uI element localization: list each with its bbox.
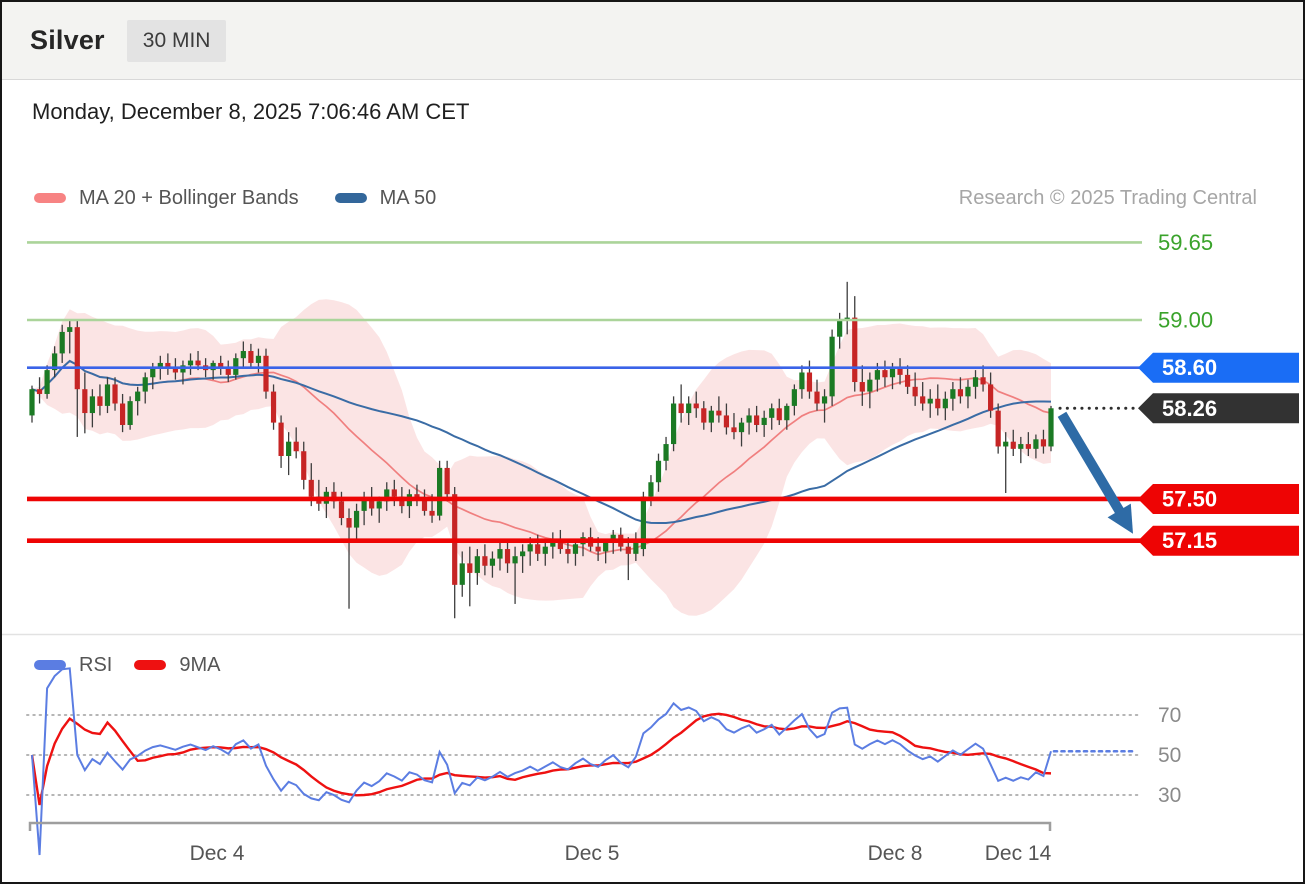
candles [29, 281, 1054, 619]
price-tag-57.50: 57.50 [1138, 483, 1299, 514]
x-axis-label-dec-8: Dec 8 [868, 842, 923, 865]
legend-label: MA 50 [379, 186, 437, 209]
legend-item-ma50: MA 50 [334, 186, 437, 210]
x-axis-label-dec-5: Dec 5 [565, 842, 620, 865]
bollinger-band-area [32, 299, 1051, 616]
rsi-grid-label-30: 30 [1158, 784, 1181, 807]
legend-item-rsi: RSI [34, 654, 112, 677]
price-legend: MA 20 + Bollinger Bands MA 50 Research ©… [34, 185, 1279, 211]
x-axis [28, 821, 1052, 831]
instrument-title: Silver [30, 25, 105, 55]
rsi-grid-label-70: 70 [1158, 704, 1181, 727]
timeframe-badge: 30 MIN [126, 19, 227, 62]
rsi-grid-label-50: 50 [1158, 744, 1181, 767]
legend-item-bollinger: MA 20 + Bollinger Bands [34, 187, 299, 210]
rsi-line [31, 667, 1052, 856]
svg-text:58.26: 58.26 [1162, 396, 1217, 421]
legend-label: RSI [79, 653, 113, 676]
svg-text:58.60: 58.60 [1162, 355, 1217, 380]
rsi-ma-swatch-icon [134, 660, 167, 670]
header-bar: Silver 30 MIN [2, 2, 1303, 80]
ma50-line [31, 359, 1052, 525]
price-tag-57.15: 57.15 [1138, 525, 1299, 556]
price-tag-58.26: 58.26 [1138, 393, 1299, 424]
rsi-legend: RSI 9MA [34, 652, 242, 678]
rsi-9ma-line [30, 712, 1052, 806]
x-axis-label-dec-4: Dec 4 [190, 842, 245, 865]
research-attribution: Research © 2025 Trading Central [958, 187, 1257, 209]
bollinger-swatch-icon [34, 193, 66, 203]
svg-text:57.15: 57.15 [1162, 528, 1217, 553]
chart-timestamp: Monday, December 8, 2025 7:06:46 AM CET [32, 99, 470, 124]
ma50-swatch-icon [334, 193, 367, 203]
level-label-59.00: 59.00 [1158, 308, 1213, 333]
svg-text:57.50: 57.50 [1162, 486, 1217, 511]
rsi-swatch-icon [34, 660, 66, 670]
legend-label: 9MA [179, 653, 221, 676]
rsi-plot: 70 50 30 [26, 667, 1181, 856]
price-plot [29, 281, 1054, 619]
forecast-down-arrow [1057, 411, 1133, 534]
price-tag-58.60: 58.60 [1138, 352, 1299, 383]
legend-item-9ma: 9MA [134, 654, 220, 677]
level-label-59.65: 59.65 [1158, 230, 1213, 255]
x-axis-label-dec-14: Dec 14 [985, 842, 1052, 865]
legend-label: MA 20 + Bollinger Bands [79, 186, 299, 209]
